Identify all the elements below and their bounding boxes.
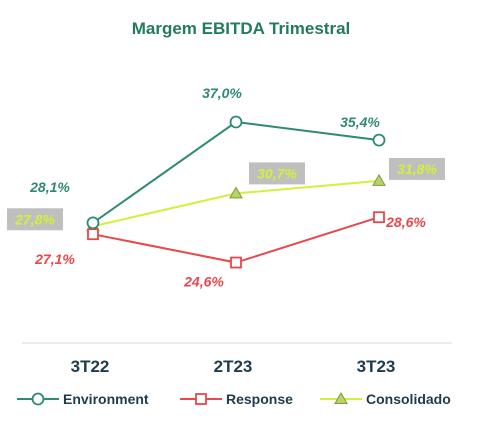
series-line-environment xyxy=(92,120,380,224)
point-consolidado-3t23 xyxy=(372,173,386,186)
legend-label-environment: Environment xyxy=(63,391,149,407)
x-tick-label-3t22: 3T22 xyxy=(71,357,110,376)
point-environment-3t23 xyxy=(372,133,386,147)
data-label-response-3t23: 28,6% xyxy=(385,214,426,230)
chart-title: Margem EBITDA Trimestral xyxy=(132,19,351,38)
data-label-consolidado-3t22: 27,8% xyxy=(14,211,55,227)
data-label-response-2t23: 24,6% xyxy=(183,274,224,290)
data-label-bg-consolidado-2t23 xyxy=(249,162,305,185)
x-tick-label-3t23: 3T23 xyxy=(357,357,396,376)
point-environment-3t22 xyxy=(86,216,100,230)
legend-item-environment: Environment xyxy=(17,391,149,407)
data-label-bg-consolidado-3t23 xyxy=(389,157,445,180)
data-label-bg-consolidado-3t22 xyxy=(7,208,63,231)
legend-label-response: Response xyxy=(226,391,293,407)
legend-item-consolidado: Consolidado xyxy=(320,391,451,407)
legend-marker-response xyxy=(195,393,207,405)
point-response-3t22 xyxy=(87,228,99,241)
data-label-consolidado-2t23: 30,7% xyxy=(257,165,297,181)
legend-item-response: Response xyxy=(180,391,293,407)
point-environment-2t23 xyxy=(229,115,243,129)
point-consolidado-2t23 xyxy=(229,186,243,199)
series-line-response xyxy=(92,216,380,264)
x-tick-label-2t23: 2T23 xyxy=(214,357,253,376)
point-response-3t23 xyxy=(373,211,385,224)
legend-label-consolidado: Consolidado xyxy=(366,391,451,407)
legend-marker-consolidado xyxy=(334,391,348,404)
data-label-environment-3t23: 35,4% xyxy=(340,114,380,130)
data-label-environment-3t22: 28,1% xyxy=(29,179,70,195)
data-label-response-3t22: 27,1% xyxy=(34,251,75,267)
point-response-2t23 xyxy=(230,256,242,269)
data-label-environment-2t23: 37,0% xyxy=(202,85,242,101)
legend-marker-environment xyxy=(31,392,45,406)
data-label-consolidado-3t23: 31,8% xyxy=(397,161,437,177)
